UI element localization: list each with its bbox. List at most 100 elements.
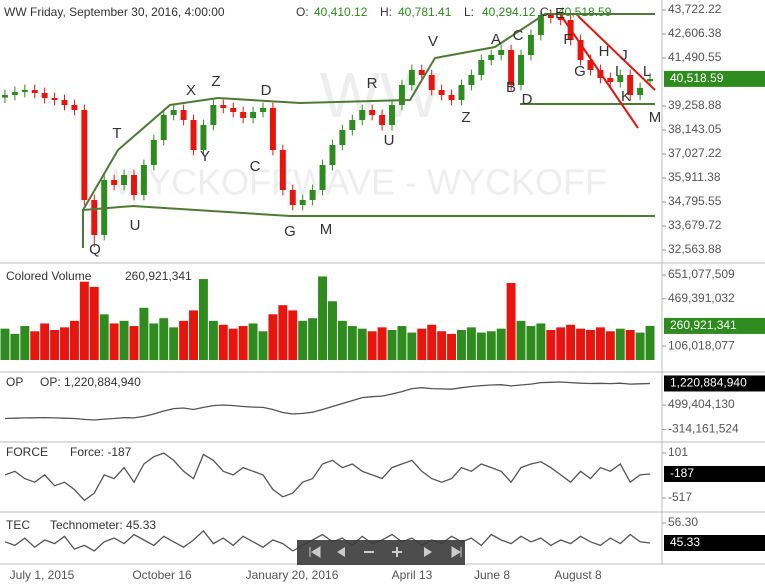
y-tick-label: 37,027.22: [668, 146, 722, 160]
candle-body: [140, 164, 147, 195]
ohlc-key: H:: [380, 5, 392, 19]
wave-label: L: [643, 63, 651, 80]
volume-bar: [179, 320, 189, 360]
x-tick-label: July 1, 2015: [10, 568, 75, 582]
volume-bar: [99, 314, 109, 360]
volume-bar: [268, 314, 278, 360]
volume-bar: [60, 327, 69, 360]
wave-label: D: [261, 82, 272, 99]
volume-bar: [198, 279, 208, 360]
value-badge: [664, 317, 765, 334]
wave-label: R: [367, 75, 378, 92]
candle-body: [91, 199, 98, 235]
volume-bar: [258, 331, 268, 360]
candle-body: [230, 107, 237, 112]
volume-bar: [506, 282, 516, 360]
wave-label: U: [130, 217, 141, 234]
candle-body: [1, 95, 8, 98]
y-tick-label: 651,077,509: [668, 267, 735, 281]
value-badge-label: 45.33: [670, 535, 700, 549]
candle-body: [587, 60, 594, 70]
volume-bar: [278, 305, 288, 360]
candle-body: [71, 105, 78, 110]
nav-bar-bg: [297, 540, 465, 565]
indicator-line: [4, 452, 651, 502]
volume-bar: [50, 329, 60, 360]
candle-body: [448, 95, 455, 100]
candle-body: [537, 14, 544, 35]
y-tick-label: 101: [668, 445, 688, 459]
nav-prev[interactable]: [337, 547, 345, 557]
volume-bar: [546, 329, 556, 360]
wave-label: G: [574, 63, 586, 80]
volume-bar: [586, 329, 595, 360]
volume-bar: [576, 328, 586, 360]
candle-body: [11, 91, 18, 96]
pane-legend: 260,921,341: [125, 269, 192, 283]
volume-bar: [159, 318, 169, 360]
trend-line: [559, 13, 639, 129]
volume-bar: [615, 328, 625, 360]
candle-body: [319, 164, 326, 190]
nav-last[interactable]: [451, 546, 462, 558]
volume-bar: [377, 327, 387, 360]
candle-body: [81, 109, 88, 200]
volume-bar: [208, 320, 218, 360]
volume-bar: [595, 327, 605, 360]
nav-bar[interactable]: [297, 540, 465, 565]
y-tick-label: 35,911.38: [668, 170, 721, 184]
volume-bar: [288, 310, 298, 360]
y-tick-label: 499,404,130: [668, 397, 735, 411]
candle-body: [577, 40, 584, 61]
y-tick-label: 41,490.55: [668, 50, 722, 64]
candle-body: [379, 114, 386, 125]
volume-bar: [337, 320, 347, 360]
volume-bar: [387, 329, 397, 360]
wave-label: B: [506, 79, 516, 96]
wave-label: J: [620, 47, 628, 64]
candle-body: [170, 109, 177, 115]
y-tick-label: 43,722.22: [668, 2, 722, 16]
ohlc-value: 40,294.12: [482, 5, 536, 19]
volume-bar: [526, 326, 536, 360]
candle-body: [250, 111, 257, 118]
trend-lines: [82, 13, 656, 248]
candle-body: [51, 97, 58, 100]
x-tick-label: April 13: [392, 568, 433, 582]
indicator-line: [4, 381, 651, 421]
volume-bar: [457, 329, 466, 360]
volume-bar: [248, 323, 258, 360]
volume-bar: [566, 324, 576, 360]
ohlc-value: 40,518.59: [558, 5, 612, 19]
wave-label: C: [250, 158, 261, 175]
volume-bar: [189, 310, 198, 360]
volume-bar: [30, 331, 40, 360]
wave-label: C: [513, 27, 524, 44]
y-tick-label: 469,391,032: [668, 291, 735, 305]
candle-body: [527, 34, 534, 56]
wave-label: M: [649, 109, 662, 126]
trend-line: [577, 15, 656, 91]
volume-bar: [367, 331, 377, 360]
volume-bar: [169, 327, 179, 360]
nav-next[interactable]: [424, 547, 432, 557]
value-badge: [664, 70, 765, 87]
nav-first[interactable]: [309, 546, 321, 558]
y-tick-label: -314,161,524: [668, 422, 739, 436]
x-tick-label: January 20, 2016: [246, 568, 339, 582]
candle-body: [260, 107, 266, 112]
candle-body: [637, 87, 644, 96]
candle-body: [210, 105, 217, 125]
candle-body: [478, 60, 485, 76]
marks: [0, 9, 655, 552]
datetime: Friday, September 30, 2016, 4:00:00: [30, 5, 225, 19]
ohlc-key: L:: [464, 5, 474, 19]
nav-zoom-in[interactable]: [392, 547, 402, 557]
volume-bar: [69, 320, 79, 360]
candle-body: [21, 89, 28, 92]
pane-title: TEC: [6, 518, 30, 532]
candle-body: [31, 89, 38, 94]
candle-body: [121, 174, 128, 185]
